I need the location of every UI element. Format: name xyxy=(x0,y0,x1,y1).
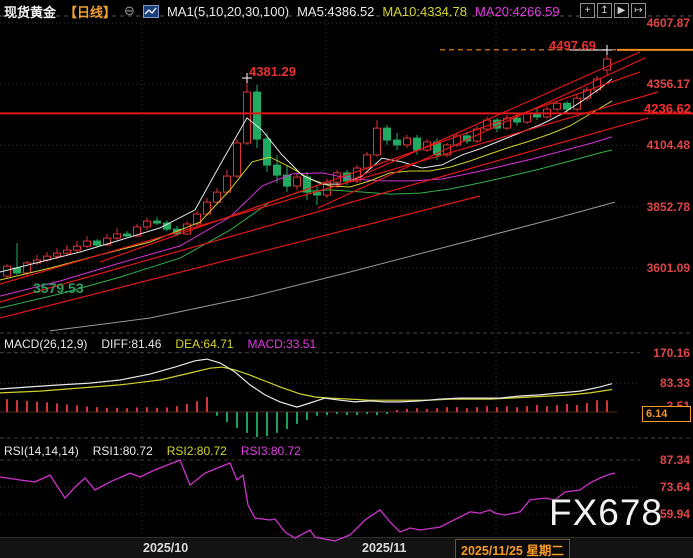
rsi-panel xyxy=(0,459,616,542)
rsi2-label: RSI2:80.72 xyxy=(166,444,227,458)
chart-toolbar: + ↥ ▶ ↦ xyxy=(580,3,646,18)
macd-current-value-box: 6.14 xyxy=(642,406,691,422)
watermark: FX678 xyxy=(549,492,664,533)
price-tick-3852: 3852.78 xyxy=(646,200,690,214)
crosshair-markers xyxy=(242,45,612,83)
ma20-value-label: MA20:4266.59 xyxy=(475,3,560,19)
macd-title: MACD(26,12,9) xyxy=(4,337,88,351)
ma100-line xyxy=(49,201,616,332)
move-crosshair-icon[interactable]: + xyxy=(580,3,595,18)
macd-title-row: MACD(26,12,9) DIFF:81.46 DEA:64.71 MACD:… xyxy=(4,337,316,351)
time-label-nov: 2025/11 xyxy=(362,541,407,555)
macd-diff-label: DIFF:81.46 xyxy=(101,337,162,351)
rsi1-label: RSI1:80.72 xyxy=(92,444,153,458)
rsi3-label: RSI3:80.72 xyxy=(240,444,301,458)
rsi-tick-87: 87.34 xyxy=(659,453,690,467)
price-tick-4607: 4607.87 xyxy=(646,16,690,30)
rsi-tick-73: 73.64 xyxy=(659,480,690,494)
trendlines-layer xyxy=(0,48,693,319)
hline-price-tag: 4236.62 xyxy=(644,101,691,116)
chart-header: 现货黄金 【日线】 ⊖ MA1(5,10,20,30,100) MA5:4386… xyxy=(4,0,560,22)
current-high-label: 4497.69 xyxy=(549,38,596,53)
ma20-line xyxy=(0,136,613,297)
macd-tick-83: 83.33 xyxy=(659,376,690,390)
chart-type-icon[interactable] xyxy=(142,4,159,18)
period-selector[interactable]: 【日线】 xyxy=(64,4,117,20)
symbol-title: 现货黄金 xyxy=(4,4,57,20)
price-tick-3601: 3601.09 xyxy=(646,261,690,275)
ma10-line xyxy=(0,100,613,281)
macd-panel xyxy=(0,358,617,438)
shift-right-icon[interactable]: ↦ xyxy=(631,3,646,18)
time-label-oct: 2025/10 xyxy=(143,541,189,555)
rsi-title: RSI(14,14,14) xyxy=(4,444,79,458)
time-label-highlight-date: 2025/11/25 星期二 xyxy=(455,539,570,558)
ma5-value-label: MA5:4386.52 xyxy=(297,3,375,19)
sep-low-label: 3579.53 xyxy=(33,280,84,296)
price-tick-4104: 4104.48 xyxy=(646,138,690,152)
play-axis-icon[interactable]: ▶ xyxy=(614,3,629,18)
candles-layer xyxy=(3,49,611,280)
ma30-line xyxy=(0,149,613,309)
oct-high-label: 4381.29 xyxy=(249,64,296,79)
rsi-title-row: RSI(14,14,14) RSI1:80.72 RSI2:80.72 RSI3… xyxy=(4,444,301,458)
ma-params-label: MA1(5,10,20,30,100) xyxy=(166,3,290,19)
macd-tick-170: 170.16 xyxy=(653,346,690,360)
zoom-axis-icon[interactable]: ↥ xyxy=(597,3,612,18)
macd-value-label: MACD:33.51 xyxy=(247,337,317,351)
macd-dea-label: DEA:64.71 xyxy=(175,337,234,351)
collapse-icon[interactable]: ⊖ xyxy=(124,3,135,18)
ma5-line xyxy=(0,78,613,273)
price-tick-4356: 4356.17 xyxy=(646,77,690,91)
rsi-tick-59: 59.94 xyxy=(659,507,690,521)
ma10-value-label: MA10:4334.78 xyxy=(382,3,467,19)
